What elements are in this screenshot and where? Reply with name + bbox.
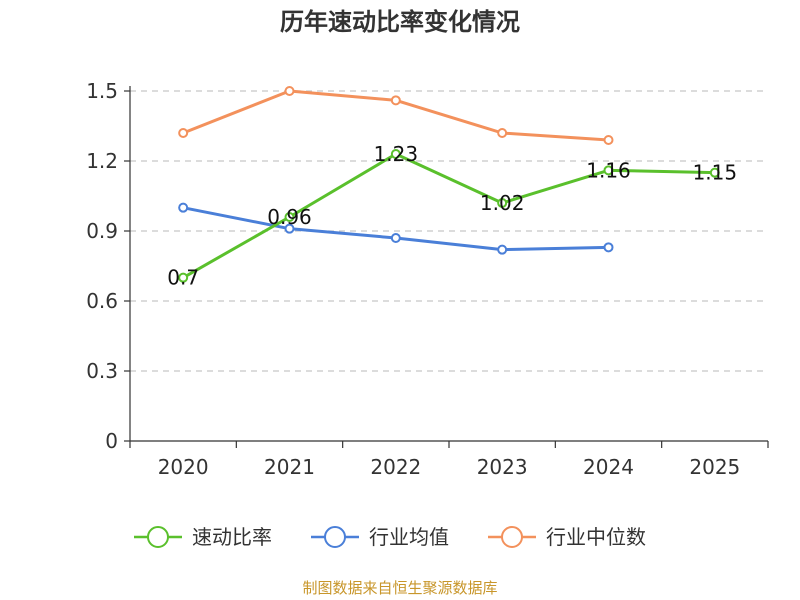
legend: 速动比率 行业均值 行业中位数 [134,525,646,549]
data-point [390,233,401,243]
data-point [390,95,401,106]
data-label: 1.02 [480,191,525,215]
series-line [182,206,609,252]
data-point [497,244,508,255]
data-point [603,135,614,145]
legend-marker [324,526,346,548]
chart-title: 历年速动比率变化情况 [280,8,520,36]
x-tick-label: 2025 [689,455,740,479]
x-tick-label: 2022 [370,455,421,479]
data-point [390,149,401,159]
legend-item: 速动比率 [134,525,272,549]
data-point [497,198,508,208]
data-point [178,128,189,138]
legend-marker [147,526,169,548]
axes: 0 0.3 0.6 0.9 1.2 1.5 2020 2021 2022 2023 2024 2025 [86,79,769,479]
gridlines [130,90,768,372]
legend-item: 行业均值 [311,525,449,549]
legend-label: 行业中位数 [546,525,646,549]
data-point [284,86,295,96]
x-tick-label: 2024 [583,455,634,479]
y-tick-label: 0.6 [86,289,118,313]
data-point [178,202,189,213]
data-label: 1.23 [374,142,419,166]
data-point [284,223,295,234]
data-label: 1.16 [586,158,631,182]
x-tick-label: 2023 [477,455,528,479]
x-tick-label: 2020 [158,455,209,479]
legend-label: 速动比率 [192,525,272,549]
series-lines [178,86,720,283]
legend-item: 行业中位数 [488,525,646,549]
data-point [709,167,720,178]
y-tick-label: 1.5 [86,79,118,103]
legend-marker [501,526,523,548]
data-point [603,242,614,253]
data-label: 0.7 [167,266,199,290]
series-line [182,152,715,279]
y-tick-label: 0.9 [86,219,118,243]
data-point [178,272,189,283]
data-point [603,165,614,176]
legend-label: 行业均值 [369,525,449,549]
source-note: 制图数据来自恒生聚源数据库 [302,579,498,597]
x-tick-label: 2021 [264,455,315,479]
y-tick-label: 0 [105,429,118,453]
data-label: 0.96 [267,205,312,229]
y-tick-label: 0.3 [86,359,118,383]
y-tick-label: 1.2 [86,149,118,173]
data-label: 1.15 [693,161,738,185]
data-labels: 0.7 0.96 1.23 1.02 1.16 1.15 [167,142,737,290]
data-point [497,128,508,138]
data-point [284,212,295,222]
